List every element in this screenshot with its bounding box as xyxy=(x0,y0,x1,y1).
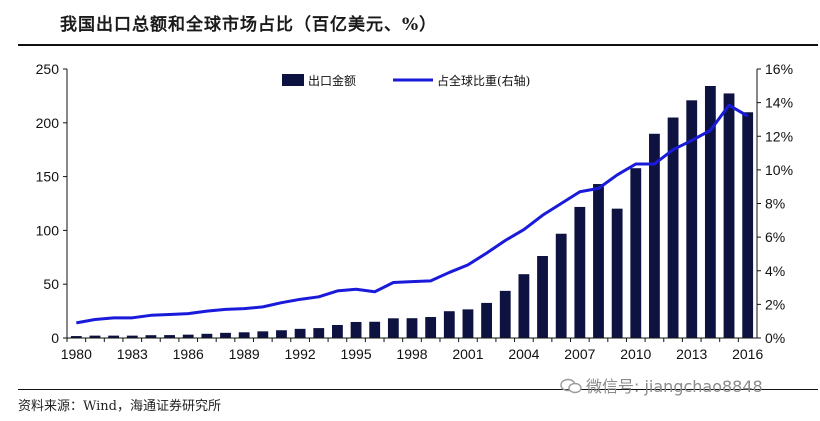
x-tick-label: 1995 xyxy=(340,346,371,362)
source-note: 资料来源：Wind，海通证券研究所 xyxy=(18,399,221,414)
bar-2011 xyxy=(649,133,660,338)
x-tick-label: 1992 xyxy=(285,346,316,362)
bar-1993 xyxy=(313,328,325,338)
bar-1988 xyxy=(220,332,231,338)
legend-label-line: 占全球比重(右轴) xyxy=(437,73,530,88)
right-tick-label: 2% xyxy=(765,296,785,312)
chart-title: 我国出口总额和全球市场占比（百亿美元、%） xyxy=(60,15,438,35)
bar-2016 xyxy=(742,112,754,338)
bar-2013 xyxy=(686,100,698,338)
left-tick-label: 100 xyxy=(36,222,60,238)
bar-2007 xyxy=(574,206,586,338)
right-tick-label: 16% xyxy=(765,61,793,77)
left-tick-label: 50 xyxy=(43,276,59,292)
bar-1999 xyxy=(425,317,437,338)
bar-2012 xyxy=(667,117,679,338)
bar-2006 xyxy=(555,233,567,338)
bar-series xyxy=(70,86,754,339)
bar-2004 xyxy=(518,274,530,338)
line-series-share xyxy=(76,103,749,325)
legend-swatch-bar xyxy=(282,74,304,86)
right-axis-ticks: 0% 2% 4% 6% 8% 10% 12% 14% 16% xyxy=(757,61,793,346)
right-tick-label: 10% xyxy=(765,162,793,178)
legend-label-bar: 出口金额 xyxy=(308,73,356,88)
bar-2015 xyxy=(723,93,735,339)
x-tick-label: 1989 xyxy=(229,346,260,362)
right-tick-label: 14% xyxy=(765,95,793,111)
bar-1983 xyxy=(126,335,138,338)
bar-2003 xyxy=(499,290,511,338)
x-tick-label: 2010 xyxy=(620,346,651,362)
x-tick-label: 2013 xyxy=(676,346,707,362)
bar-2010 xyxy=(630,168,642,338)
bar-1996 xyxy=(369,321,381,338)
left-tick-label: 250 xyxy=(36,61,60,77)
x-tick-label: 1980 xyxy=(61,346,92,362)
x-axis-ticks: 1980 1983 1986 1989 1992 1995 1998 2001 2004 2007… xyxy=(61,338,763,362)
bar-1997 xyxy=(387,318,399,338)
bar-1990 xyxy=(257,331,269,338)
right-tick-label: 8% xyxy=(765,196,785,212)
watermark-text: 微信号: jiangchao8848 xyxy=(586,377,763,396)
left-axis-ticks: 0 50 100 150 200 250 xyxy=(36,61,67,346)
bar-1991 xyxy=(276,330,287,338)
bar-1986 xyxy=(182,334,194,338)
bar-2014 xyxy=(704,86,716,338)
watermark: 微信号: jiangchao8848 xyxy=(560,373,763,397)
bar-1995 xyxy=(350,321,362,338)
right-tick-label: 12% xyxy=(765,128,793,144)
left-tick-label: 150 xyxy=(36,169,60,185)
wechat-icon xyxy=(560,378,582,394)
bar-1982 xyxy=(108,335,120,338)
x-tick-label: 1983 xyxy=(117,346,148,362)
legend: 出口金额 占全球比重(右轴) xyxy=(282,73,530,88)
bar-2005 xyxy=(537,256,548,338)
bar-1992 xyxy=(294,328,306,338)
right-tick-label: 0% xyxy=(765,330,785,346)
x-tick-label: 2004 xyxy=(508,346,539,362)
left-tick-label: 0 xyxy=(51,330,59,346)
bar-2002 xyxy=(481,302,493,338)
x-tick-label: 2016 xyxy=(732,346,763,362)
bar-1981 xyxy=(89,335,101,338)
x-tick-label: 1998 xyxy=(396,346,427,362)
bar-1984 xyxy=(145,335,157,338)
bar-2009 xyxy=(611,208,623,338)
bar-1994 xyxy=(332,324,343,338)
right-tick-label: 4% xyxy=(765,263,785,279)
bar-1980 xyxy=(70,336,82,338)
bar-1985 xyxy=(164,335,175,338)
x-tick-label: 2001 xyxy=(452,346,483,362)
left-tick-label: 200 xyxy=(36,115,60,131)
bar-2000 xyxy=(443,311,455,338)
footer-divider xyxy=(18,389,818,390)
bar-1989 xyxy=(238,332,250,338)
bar-1998 xyxy=(406,318,418,338)
bar-2008 xyxy=(593,184,604,338)
x-tick-label: 1986 xyxy=(173,346,204,362)
title-divider xyxy=(18,44,818,46)
right-tick-label: 6% xyxy=(765,229,785,245)
x-tick-label: 2007 xyxy=(564,346,595,362)
bar-1987 xyxy=(201,333,213,338)
bar-2001 xyxy=(462,309,474,338)
chart: 0 50 100 150 200 250 0% 2% 4% 6% 8% 10% 12% 14% 16% 1… xyxy=(36,61,793,362)
